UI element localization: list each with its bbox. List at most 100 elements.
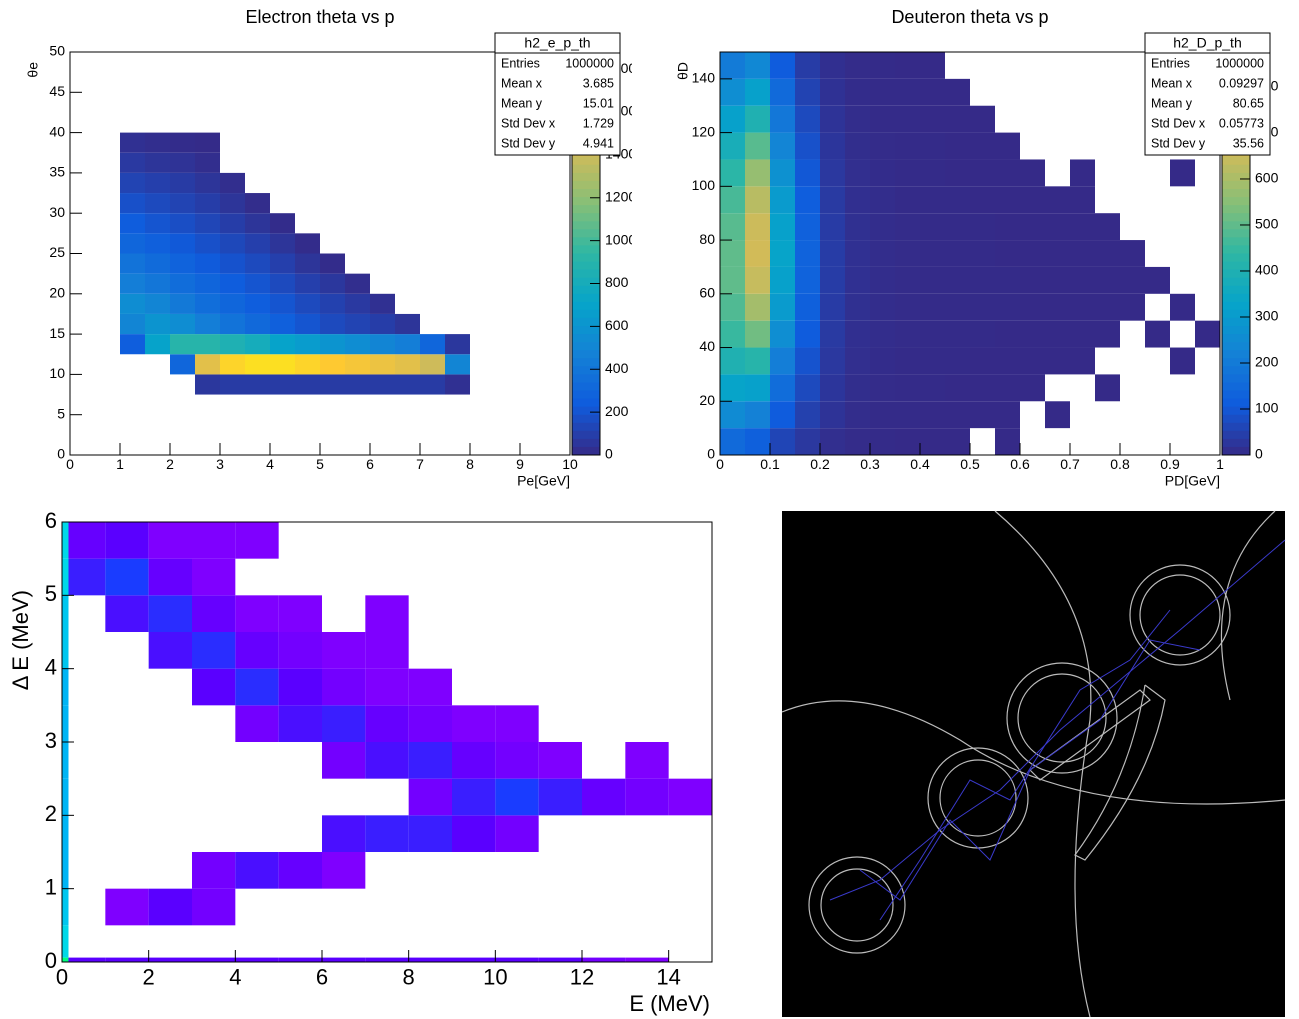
y-tick-label: 140 <box>692 70 716 86</box>
heatmap-cell <box>245 334 270 355</box>
heatmap-cell <box>270 354 295 375</box>
heatmap-cell <box>195 193 220 214</box>
heatmap-cell <box>120 313 145 335</box>
heatmap-cell <box>770 374 795 402</box>
heatmap-cell <box>278 957 322 962</box>
x-tick-label: 2 <box>143 964 155 989</box>
heatmap-cell <box>235 705 279 742</box>
heatmap-cell <box>895 52 920 79</box>
x-tick-label: 9 <box>516 456 524 472</box>
heatmap-cell <box>1020 266 1045 294</box>
heatmap-cell <box>970 213 995 241</box>
heatmap-cell <box>370 313 395 335</box>
heatmap-cell <box>1120 266 1145 294</box>
heatmap-cell <box>192 957 236 962</box>
heatmap-cell <box>920 132 945 160</box>
heatmap-cell <box>1020 186 1045 214</box>
y-tick-label: 25 <box>49 244 65 260</box>
heatmap-cell <box>895 132 920 160</box>
heatmap-cell <box>145 253 170 274</box>
heatmap-cell <box>395 334 420 355</box>
heatmap-cell <box>220 193 245 214</box>
heatmap-cell <box>1045 213 1070 241</box>
stats-value: 80.65 <box>1233 96 1264 110</box>
heatmap-cell <box>845 374 870 402</box>
colorbar-tick-label: 200 <box>605 403 629 419</box>
heatmap-cell <box>970 401 995 429</box>
y-axis-label: θe <box>25 62 41 78</box>
heatmap-cell <box>745 52 770 79</box>
heatmap-cell <box>345 313 370 335</box>
heatmap-cell <box>195 213 220 234</box>
heatmap-cell <box>220 313 245 335</box>
heatmap-cell <box>745 293 770 321</box>
heatmap-cell <box>1070 240 1095 267</box>
heatmap-cell <box>1070 266 1095 294</box>
heatmap-cell <box>582 778 626 816</box>
heatmap-cell <box>920 293 945 321</box>
heatmap-cell <box>395 313 420 335</box>
heatmap-cell <box>235 957 279 962</box>
colorbar-step <box>572 293 600 303</box>
y-tick-label: 0 <box>707 446 715 462</box>
y-tick-label: 5 <box>45 581 57 606</box>
colorbar-step <box>1222 237 1250 246</box>
heatmap-cell <box>345 273 370 294</box>
heatmap-cell <box>895 266 920 294</box>
colorbar-step <box>572 422 600 432</box>
colorbar-step <box>1222 205 1250 214</box>
heatmap-cell <box>170 354 195 375</box>
x-tick-label: 0.4 <box>910 456 930 472</box>
heatmap-cell <box>170 293 195 314</box>
heatmap-cell <box>870 293 895 321</box>
heatmap-cell <box>220 334 245 355</box>
heatmap-cell <box>120 172 145 194</box>
heatmap-cell <box>920 78 945 106</box>
heatmap-cell <box>365 957 409 962</box>
heatmap-cell <box>192 632 236 669</box>
heatmap-cell <box>345 374 370 395</box>
heatmap-cell <box>195 334 220 355</box>
heatmap-cell <box>408 778 452 816</box>
heatmap-cell <box>745 240 770 267</box>
colorbar-step <box>572 269 600 279</box>
heatmap-cell <box>452 815 496 852</box>
x-tick-label: 0.5 <box>960 456 980 472</box>
heatmap-cell <box>245 293 270 314</box>
heatmap-cell <box>920 347 945 375</box>
heatmap-cell <box>582 957 626 962</box>
colorbar-step <box>1222 374 1250 383</box>
heatmap-cell <box>452 957 496 962</box>
heatmap-cell <box>495 957 539 962</box>
heatmap-cell <box>995 293 1020 321</box>
heatmap-cell <box>870 401 895 429</box>
heatmap-cell <box>945 401 970 429</box>
heatmap-cell <box>720 105 745 133</box>
colorbar-tick-label: 1200 <box>605 188 636 204</box>
heatmap-cell <box>120 334 145 355</box>
heatmap-cell <box>845 240 870 267</box>
heatmap-cell <box>995 428 1020 455</box>
heatmap-cell <box>895 159 920 187</box>
heatmap-cell <box>192 522 236 559</box>
stats-title: h2_D_p_th <box>1173 35 1242 51</box>
heatmap-cell <box>145 213 170 234</box>
heatmap-cell <box>245 233 270 254</box>
heatmap-cell <box>320 334 345 355</box>
colorbar-step <box>1222 269 1250 279</box>
heatmap-cell <box>770 159 795 187</box>
colorbar-step <box>572 438 600 448</box>
heatmap-cell <box>245 374 270 395</box>
colorbar-step <box>572 382 600 392</box>
colorbar-step <box>572 245 600 254</box>
heatmap-cell <box>62 815 69 852</box>
stats-label: Mean y <box>501 96 543 110</box>
heatmap-cell <box>970 266 995 294</box>
colorbar-tick-label: 200 <box>1255 354 1279 370</box>
colorbar-step <box>572 253 600 263</box>
heatmap-cell <box>322 668 366 706</box>
heatmap-cell <box>452 705 496 742</box>
heatmap-cell <box>1095 320 1120 348</box>
heatmap-cell <box>195 374 220 395</box>
heatmap-cell <box>192 668 236 706</box>
